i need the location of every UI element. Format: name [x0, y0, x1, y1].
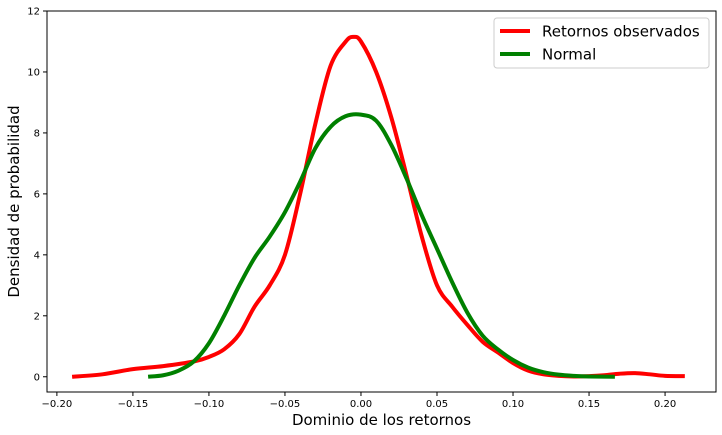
y-tick-label-2: 2	[34, 311, 40, 322]
x-tick-label-0-10: 0.10	[502, 399, 524, 410]
x-axis-label: Dominio de los retornos	[292, 411, 471, 429]
plot-lines	[71, 34, 685, 379]
x-tick-label-0-00: 0.00	[350, 399, 372, 410]
y-tick-label-0: 0	[34, 372, 40, 383]
y-tick-label-8: 8	[34, 128, 40, 139]
x-axis: −0.20 −0.15 −0.10 −0.05 0.00 0.05 0.10 0.15 0.20	[42, 392, 676, 410]
x-tick-label-minus-0-15: −0.15	[118, 399, 149, 410]
series-line-normal	[147, 112, 615, 379]
y-tick-label-6: 6	[34, 189, 40, 200]
y-tick-label-4: 4	[34, 250, 40, 261]
y-tick-label-10: 10	[27, 67, 40, 78]
legend: Retornos observados Normal	[493, 17, 710, 69]
y-axis: 0 2 4 6 8 10 12	[27, 7, 47, 383]
x-tick-label-minus-0-05: −0.05	[270, 399, 301, 410]
y-axis-label: Densidad de probabilidad	[5, 105, 23, 297]
legend-label-retornos-observados: Retornos observados	[542, 23, 700, 41]
legend-box	[493, 17, 710, 69]
x-tick-label-0-20: 0.20	[654, 399, 676, 410]
x-tick-label-minus-0-10: −0.10	[194, 399, 225, 410]
y-tick-label-12: 12	[27, 7, 40, 18]
x-tick-label-0-15: 0.15	[578, 399, 600, 410]
x-tick-label-0-05: 0.05	[426, 399, 448, 410]
x-tick-label-minus-0-20: −0.20	[42, 399, 73, 410]
legend-label-normal: Normal	[542, 46, 596, 64]
plot-frame	[46, 10, 717, 393]
